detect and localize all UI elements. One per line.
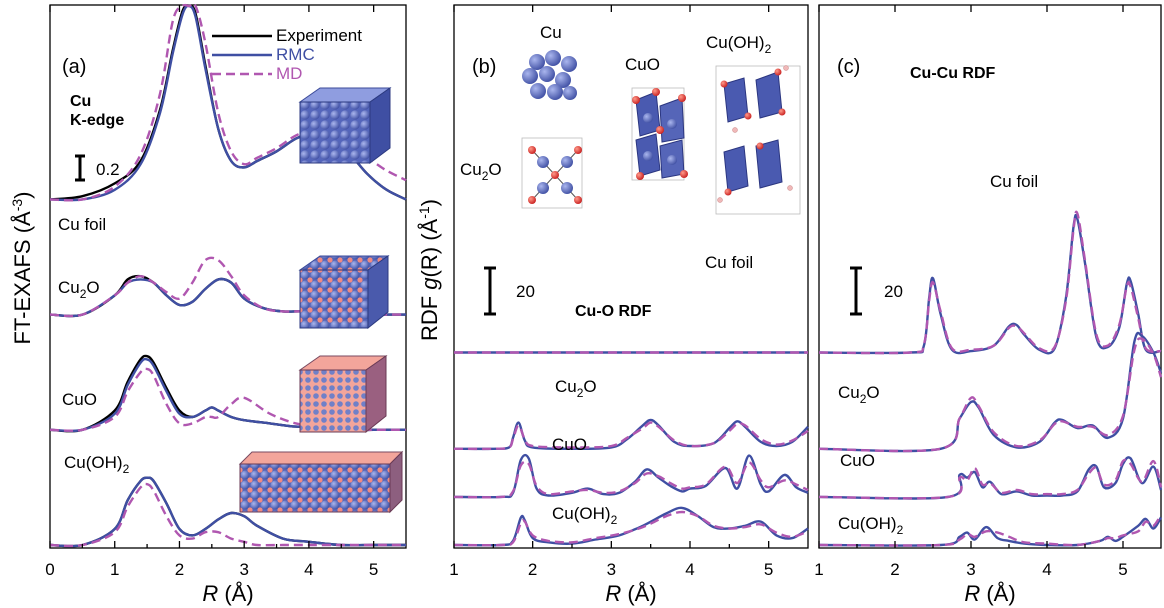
label-a-cuoh2: Cu(OH)2 [64, 453, 130, 476]
panel-c-curves [818, 210, 1163, 547]
panel-a-ticks: 0 1 2 3 4 5 [45, 5, 378, 579]
panel-b-xlabel: R (Å) [605, 581, 656, 606]
panel-b-scalebar: 20 [484, 266, 535, 316]
label-c-cuoh2: Cu(OH)2 [838, 514, 904, 537]
x-tick-label: 5 [1118, 560, 1127, 579]
panel-b-ticks: 1 2 3 4 5 [449, 5, 773, 579]
label-b-cuoh2: Cu(OH)2 [552, 504, 618, 527]
x-tick-label: 2 [890, 560, 899, 579]
panel-b-frame [453, 4, 809, 549]
panel-b-curves [453, 351, 809, 547]
series-line-cu2o-md [818, 337, 1163, 453]
panel-c-xlabel: R (Å) [964, 581, 1015, 606]
x-tick-label: 3 [239, 560, 248, 579]
panel-b-title: Cu-O RDF [575, 303, 652, 320]
label-b-cuo: CuO [552, 435, 587, 454]
x-tick-label: 4 [304, 560, 313, 579]
cu-structure-image [522, 50, 577, 100]
cu-cluster-image [298, 87, 392, 164]
scalebar-label: 20 [884, 282, 903, 301]
legend: Experiment RMC MD [212, 26, 362, 83]
panel-b-label: (b) [472, 56, 496, 78]
label-a-cufoil: Cu foil [58, 215, 106, 234]
series-line-cu2o-md [453, 421, 809, 451]
edge-label-line2: K-edge [70, 112, 124, 129]
cuo-structure-image [631, 87, 688, 181]
series-line-cuoh2-rmc [818, 516, 1163, 547]
label-a-cu2o: Cu2O [58, 278, 100, 301]
series-line-cuoh2-rmc [453, 506, 809, 547]
x-tick-label: 5 [369, 560, 378, 579]
scalebar-label: 0.2 [96, 160, 120, 179]
cuoh2-structure-image [715, 65, 801, 215]
series-line-cufoil-rmc [818, 213, 1162, 355]
x-tick-label: 5 [764, 560, 773, 579]
panel-a-scalebar: 0.2 [75, 154, 120, 182]
panel-c-frame [818, 4, 1162, 549]
legend-experiment-label: Experiment [276, 26, 362, 45]
struct-label-cu2o: Cu2O [460, 160, 502, 183]
struct-label-cu: Cu [540, 23, 562, 42]
series-line-cuoh2-md [453, 510, 809, 547]
legend-md-label: MD [276, 64, 302, 83]
x-tick-label: 1 [449, 560, 458, 579]
scalebar-label: 20 [516, 282, 535, 301]
cu2o-cluster-image [298, 255, 390, 330]
cu2o-structure-image [521, 137, 583, 209]
x-tick-label: 3 [607, 560, 616, 579]
edge-label-line1: Cu [70, 93, 91, 110]
x-tick-label: 1 [814, 560, 823, 579]
legend-rmc-label: RMC [276, 45, 315, 64]
panel-a-label: (a) [62, 56, 86, 78]
label-b-cufoil: Cu foil [705, 253, 753, 272]
panel-b: 1 2 3 4 5 (b) Cu CuO Cu(OH)2 [416, 4, 809, 606]
struct-label-cuo: CuO [625, 55, 660, 74]
series-line-cuoh2-md [818, 514, 1163, 547]
x-tick-label: 4 [685, 560, 694, 579]
panel-c-ticks: 1 2 3 4 5 [814, 5, 1128, 579]
x-tick-label: 2 [528, 560, 537, 579]
panel-a-frame [49, 4, 407, 549]
struct-label-cuoh2: Cu(OH)2 [706, 33, 772, 56]
label-c-cufoil: Cu foil [990, 172, 1038, 191]
series-line-cuoh2-md [49, 482, 406, 548]
panel-b-ylabel: RDF g(R) (Å-1) [416, 199, 442, 341]
x-tick-label: 3 [966, 560, 975, 579]
x-tick-label: 4 [1042, 560, 1051, 579]
series-line-cufoil-md [818, 210, 1162, 355]
panel-c-label: (c) [837, 56, 860, 78]
cuo-cluster-image [298, 355, 388, 434]
label-b-cu2o: Cu2O [555, 377, 597, 400]
panel-c-scalebar: 20 [850, 266, 903, 316]
label-c-cu2o: Cu2O [838, 383, 880, 406]
x-tick-label: 2 [175, 560, 184, 579]
panel-c-title: Cu-Cu RDF [910, 65, 996, 82]
panel-a-ylabel: FT-EXAFS (Å-3) [9, 191, 35, 344]
label-a-cuo: CuO [62, 390, 97, 409]
panel-a-xlabel: R (Å) [202, 581, 253, 606]
label-c-cuo: CuO [840, 451, 875, 470]
cuoh2-slab-image [238, 450, 404, 514]
series-line-cuo-md [453, 460, 809, 499]
series-line-cu2o-rmc [453, 418, 809, 451]
series-line-cuo-md [818, 458, 1163, 500]
panel-a: 0 1 2 3 4 5 (a) Cu K-edge 0.2 Experiment RMC … [9, 2, 407, 606]
series-line-cuo-rmc [453, 453, 809, 499]
x-tick-label: 0 [45, 560, 54, 579]
x-tick-label: 1 [110, 560, 119, 579]
series-line-cuoh2-rmc [49, 476, 406, 548]
